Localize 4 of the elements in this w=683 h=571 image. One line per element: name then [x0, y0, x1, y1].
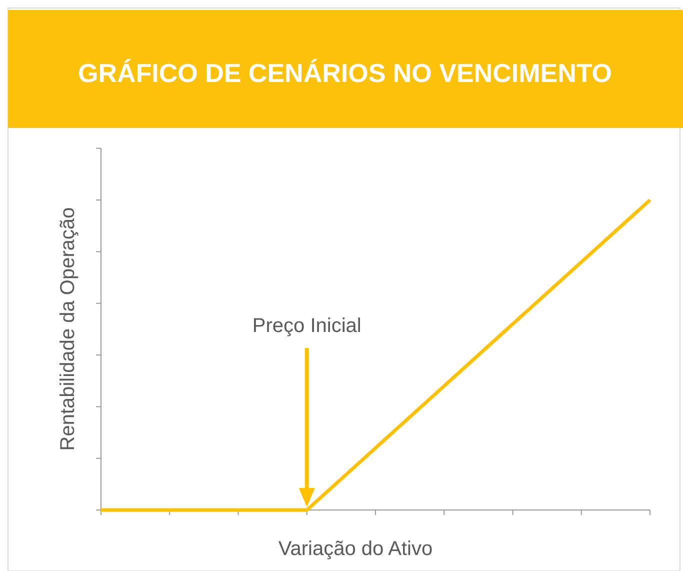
y-axis-title: Rentabilidade da Operação	[57, 207, 79, 451]
annotation: Preço Inicial	[252, 315, 362, 337]
x-axis-title: Variação do Ativo	[278, 538, 433, 560]
chart-title: GRÁFICO DE CENÁRIOS NO VENCIMENTO	[78, 58, 612, 88]
